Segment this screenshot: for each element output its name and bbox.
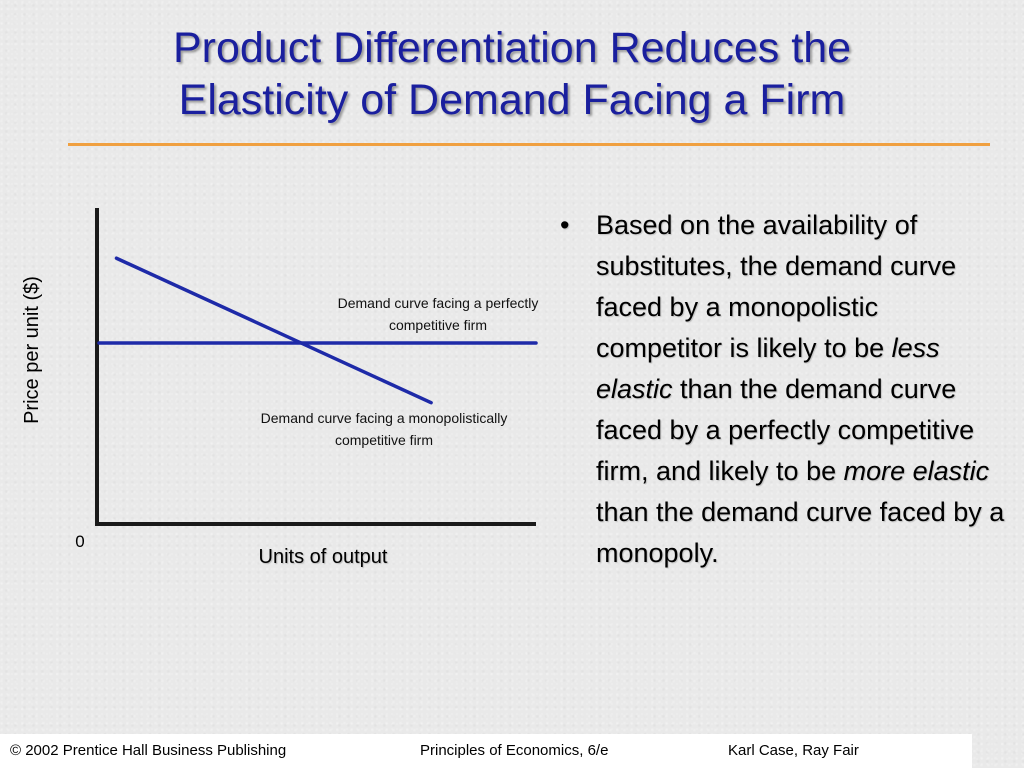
bullet-text-part-3: than the demand curve faced by a monopol… [596,497,1005,568]
bullet-marker: • [560,210,570,240]
perfectly-competitive-label-line-2: competitive firm [389,317,487,333]
bullet-text: Based on the availability of substitutes… [596,205,1011,574]
monopolistic-label-line-2: competitive firm [335,432,433,448]
monopolistic-demand-line [114,256,433,405]
slide-title: Product Differentiation Reduces the Elas… [0,22,1024,126]
bullet-text-part-2: than the demand curve faced by a perfect… [596,374,975,486]
demand-chart: 0 Units of output Price per unit ($) Dem… [21,208,539,568]
footer-authors: Karl Case, Ray Fair [728,742,859,759]
slide-title-line-1: Product Differentiation Reduces the [172,24,852,72]
title-underline [68,143,990,146]
footer-copyright: © 2002 Prentice Hall Business Publishing [10,742,287,759]
bullet-emphasis-more-elastic: more elastic [843,456,990,486]
monopolistic-label-line-1: Demand curve facing a monopolistically [261,410,508,426]
bullet-emphasis-less-elastic: less elastic [596,333,940,404]
origin-label: 0 [75,532,84,551]
y-axis-label: Price per unit ($) [21,276,43,424]
slide-title-line-2: Elasticity of Demand Facing a Firm [178,76,846,124]
perfectly-competitive-label-line-1: Demand curve facing a perfectly [338,295,539,311]
slide-footer: © 2002 Prentice Hall Business Publishing… [0,734,972,768]
x-axis-label: Units of output [259,546,388,568]
bullet-text-part-1: Based on the availability of substitutes… [596,210,957,363]
footer-book-title: Principles of Economics, 6/e [420,742,609,759]
